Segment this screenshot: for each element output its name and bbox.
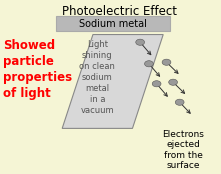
Text: Light
shining
on clean
sodium
metal
in a
vacuum: Light shining on clean sodium metal in a…	[79, 40, 115, 115]
Circle shape	[145, 61, 153, 67]
FancyBboxPatch shape	[56, 16, 170, 31]
Text: Electrons
ejected
from the
surface: Electrons ejected from the surface	[162, 130, 204, 170]
Circle shape	[162, 59, 171, 65]
Polygon shape	[62, 35, 163, 128]
Circle shape	[152, 81, 161, 87]
Text: Showed
particle
properties
of light: Showed particle properties of light	[3, 39, 72, 100]
Text: Sodium metal: Sodium metal	[79, 19, 147, 29]
Circle shape	[136, 39, 145, 45]
Circle shape	[175, 99, 184, 105]
Text: Photoelectric Effect: Photoelectric Effect	[62, 5, 177, 18]
Circle shape	[169, 79, 177, 85]
